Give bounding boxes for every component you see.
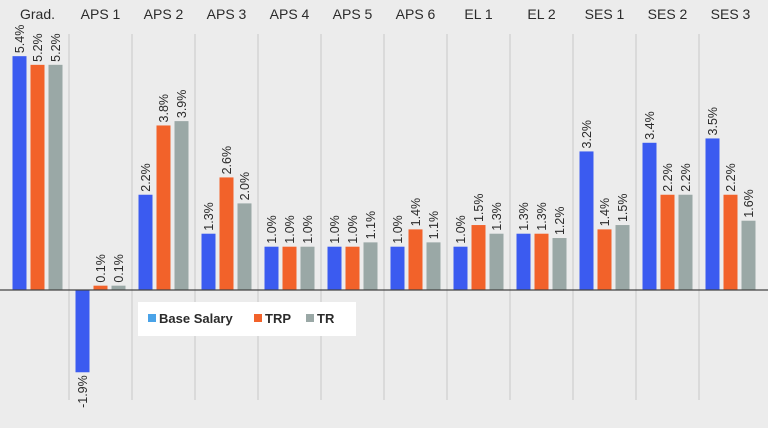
bar-tr — [615, 225, 630, 290]
bar-trp — [282, 246, 297, 290]
value-label: 1.0% — [346, 215, 360, 244]
bar-base-salary — [390, 246, 405, 290]
bar-tr — [741, 220, 756, 290]
bar-base-salary — [12, 56, 27, 291]
value-label: 2.6% — [220, 146, 234, 175]
value-label: 1.1% — [364, 211, 378, 240]
legend-swatch — [306, 314, 314, 322]
bar-trp — [723, 194, 738, 290]
category-label: APS 1 — [81, 6, 121, 22]
category-label: APS 5 — [333, 6, 373, 22]
legend-box — [138, 302, 356, 336]
bar-trp — [345, 246, 360, 290]
category-label: SES 2 — [648, 6, 688, 22]
bar-base-salary — [327, 246, 342, 290]
value-label: 2.2% — [139, 163, 153, 192]
value-label: 5.4% — [13, 25, 27, 54]
value-label: 1.1% — [427, 211, 441, 240]
bar-trp — [408, 229, 423, 290]
bar-tr — [363, 242, 378, 290]
category-label: EL 1 — [464, 6, 492, 22]
legend-label: Base Salary — [159, 311, 233, 326]
bar-base-salary — [705, 138, 720, 290]
bar-tr — [111, 285, 126, 290]
value-label: 1.4% — [409, 198, 423, 227]
value-label: 1.0% — [454, 215, 468, 244]
category-label: Grad. — [20, 6, 55, 22]
value-label: 3.5% — [706, 107, 720, 136]
value-label: 5.2% — [49, 33, 63, 62]
value-label: 1.0% — [265, 215, 279, 244]
value-label: 1.0% — [391, 215, 405, 244]
value-label: 3.8% — [157, 94, 171, 123]
value-label: 1.6% — [742, 189, 756, 218]
value-label: 1.3% — [517, 202, 531, 231]
value-label: 1.3% — [535, 202, 549, 231]
bar-base-salary — [264, 246, 279, 290]
bar-base-salary — [579, 151, 594, 290]
value-label: 3.2% — [580, 120, 594, 149]
value-label: 1.0% — [283, 215, 297, 244]
category-label: APS 6 — [396, 6, 436, 22]
bar-tr — [489, 233, 504, 290]
category-label: APS 2 — [144, 6, 184, 22]
value-label: 1.0% — [301, 215, 315, 244]
legend: Base Salary TRP TR — [138, 302, 356, 336]
category-labels: Grad. APS 1 APS 2 APS 3 APS 4 APS 5 APS 6 EL 1 E… — [20, 6, 751, 22]
bar-base-salary — [516, 233, 531, 290]
value-label: 1.0% — [328, 215, 342, 244]
value-label: 1.2% — [553, 207, 567, 236]
bar-trp — [93, 285, 108, 290]
value-label: 1.3% — [490, 202, 504, 231]
legend-swatch — [148, 314, 156, 322]
value-label: -1.9% — [76, 375, 90, 408]
bar-base-salary — [201, 233, 216, 290]
value-label: 1.3% — [202, 202, 216, 231]
value-label: 2.2% — [661, 163, 675, 192]
bar-tr — [300, 246, 315, 290]
bar-tr — [48, 64, 63, 290]
bar-trp — [597, 229, 612, 290]
bar-trp — [156, 125, 171, 291]
category-separators — [68, 34, 700, 400]
bar-trp — [219, 177, 234, 290]
bar-trp — [471, 225, 486, 290]
value-label: 1.4% — [598, 198, 612, 227]
category-label: APS 4 — [270, 6, 310, 22]
bar-base-salary — [642, 142, 657, 290]
value-label: 1.5% — [616, 194, 630, 223]
legend-swatch — [254, 314, 262, 322]
bar-base-salary — [138, 194, 153, 290]
value-label: 5.2% — [31, 33, 45, 62]
bar-tr — [237, 203, 252, 290]
bar-trp — [660, 194, 675, 290]
bar-tr — [174, 121, 189, 290]
category-label: EL 2 — [527, 6, 555, 22]
value-label: 3.9% — [175, 90, 189, 119]
category-label: SES 3 — [711, 6, 751, 22]
bar-trp — [534, 233, 549, 290]
bar-tr — [426, 242, 441, 290]
value-label: 0.1% — [112, 254, 126, 283]
bar-tr — [678, 194, 693, 290]
legend-label: TRP — [265, 311, 291, 326]
bar-base-salary — [75, 290, 90, 373]
bar-tr — [552, 238, 567, 290]
value-label: 2.2% — [724, 163, 738, 192]
value-label: 1.5% — [472, 194, 486, 223]
value-label: 0.1% — [94, 254, 108, 283]
category-label: APS 3 — [207, 6, 247, 22]
category-label: SES 1 — [585, 6, 625, 22]
legend-label: TR — [317, 311, 335, 326]
value-label: 3.4% — [643, 111, 657, 140]
value-label: 2.2% — [679, 163, 693, 192]
bars — [12, 56, 756, 373]
value-label: 2.0% — [238, 172, 252, 201]
value-labels: 5.4% 5.2% 5.2% -1.9% 0.1% 0.1% 2.2% 3.8% 3.9% 1.3… — [13, 25, 756, 408]
bar-base-salary — [453, 246, 468, 290]
bar-trp — [30, 64, 45, 290]
